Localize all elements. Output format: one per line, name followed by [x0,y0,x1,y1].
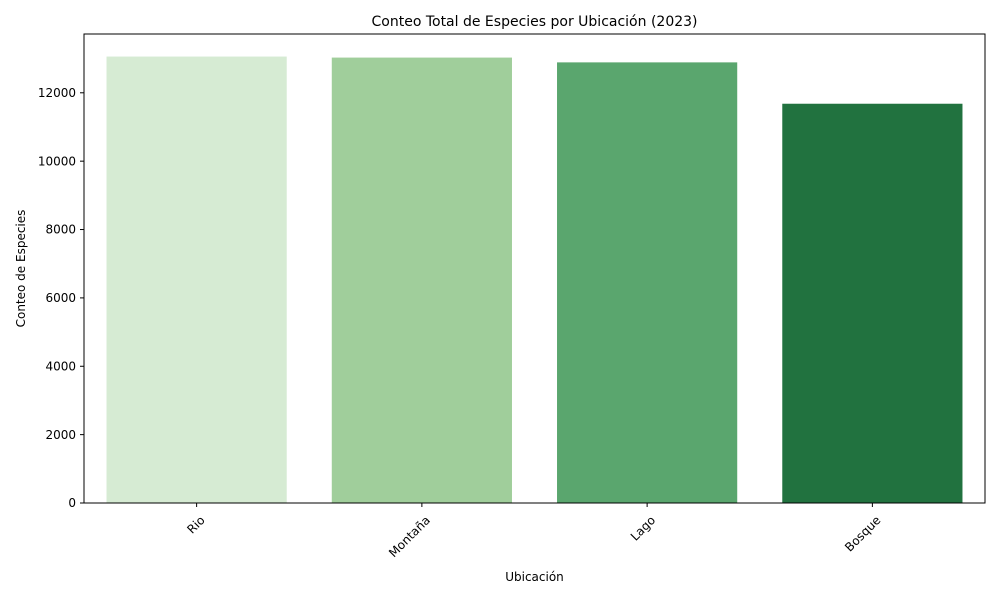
y-tick-label: 12000 [38,86,76,100]
bar-lago [557,62,738,504]
y-tick-label: 6000 [45,291,76,305]
plot-frame [83,33,986,504]
bar-montana [331,57,512,504]
x-axis-ticks: Rio Montaña Lago Bosque [184,503,883,560]
bar-rio [106,56,287,504]
x-tick-label: Bosque [842,513,883,554]
y-tick-label: 2000 [45,428,76,442]
x-tick-label: Montaña [386,513,433,560]
y-tick-label: 4000 [45,359,76,373]
axes-layer [83,33,986,504]
bars-layer [106,56,963,504]
x-tick-label: Rio [184,513,207,536]
bar-bosque [782,103,963,504]
y-tick-label: 8000 [45,223,76,237]
chart-title: Conteo Total de Especies por Ubicación (… [372,14,698,30]
x-axis-label: Ubicación [505,570,564,584]
x-tick-label: Lago [628,513,658,543]
y-axis-ticks: 0 2000 4000 6000 8000 10000 12000 [38,86,84,510]
y-tick-label: 0 [68,496,76,510]
y-tick-label: 10000 [38,154,76,168]
y-axis-label: Conteo de Especies [14,210,28,328]
